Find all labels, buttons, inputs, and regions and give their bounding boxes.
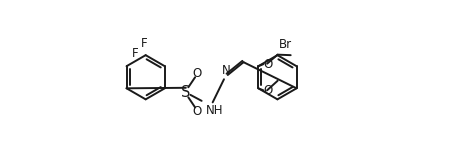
Text: O: O [193, 67, 202, 80]
Text: N: N [222, 64, 231, 77]
Text: O: O [264, 84, 273, 97]
Text: F: F [141, 37, 148, 50]
Text: O: O [264, 58, 273, 71]
Text: Br: Br [279, 38, 292, 51]
Text: F: F [132, 47, 139, 60]
Text: NH: NH [206, 104, 224, 117]
Text: O: O [193, 105, 202, 118]
Text: S: S [181, 85, 190, 100]
